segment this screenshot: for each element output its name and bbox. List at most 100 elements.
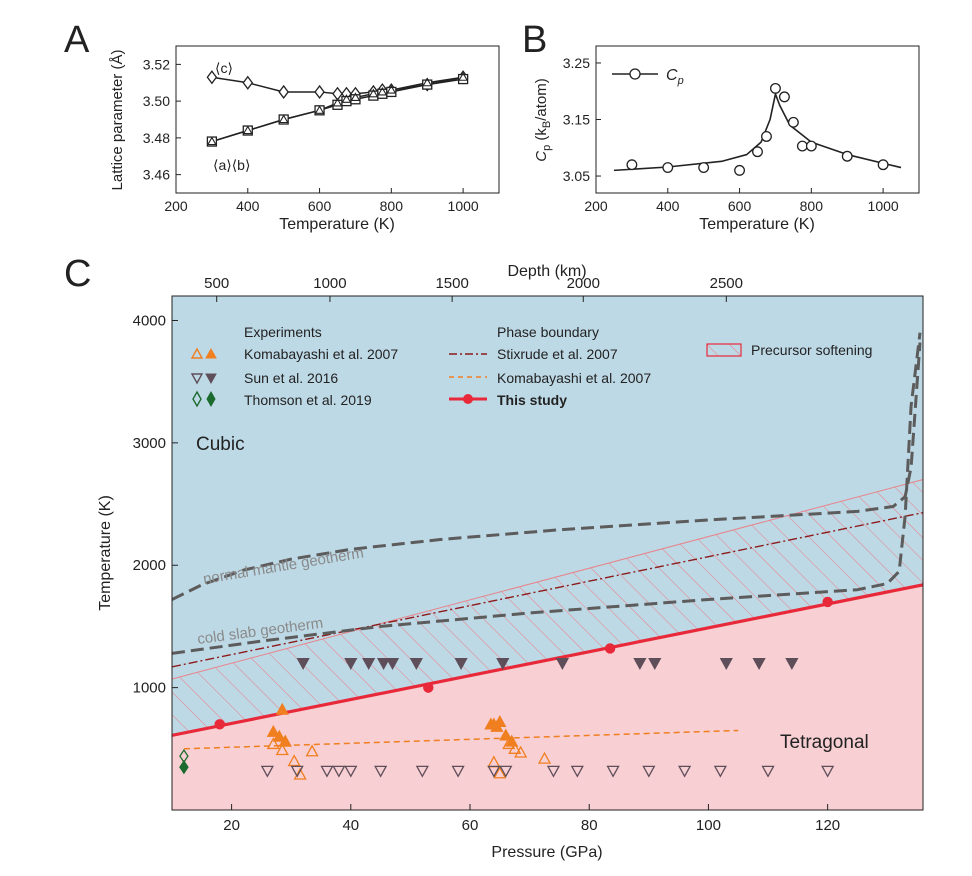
thomson-point bbox=[179, 748, 189, 764]
legend-this-study-marker bbox=[463, 394, 473, 404]
panel-a-ytick-label: 3.50 bbox=[143, 93, 170, 109]
sun-open-point bbox=[642, 765, 656, 778]
komabayashi-open-point bbox=[502, 737, 516, 750]
panel-b-point-cp bbox=[761, 131, 772, 142]
panel-b-legend: Cp bbox=[612, 67, 684, 87]
komabayashi-open-point bbox=[266, 737, 280, 750]
panel-c-xtick-label: 120 bbox=[815, 817, 840, 834]
sun-open-point bbox=[570, 765, 584, 778]
panel-b-point-cp bbox=[778, 91, 790, 103]
panel-a-xtick-label: 400 bbox=[236, 198, 260, 214]
legend-exp-label-1: Sun et al. 2016 bbox=[244, 370, 338, 386]
komabayashi-open-point bbox=[537, 751, 552, 764]
panel-b: B 200 400 600 800 1000 3.05 3.15 3.25 Cp Temper… bbox=[522, 19, 920, 233]
panel-a-ytick-label: 3.46 bbox=[143, 167, 170, 183]
sun-open-point bbox=[344, 765, 358, 778]
panel-a-point-b bbox=[242, 125, 253, 135]
panel-b-ytick-label: 3.05 bbox=[563, 168, 590, 184]
panel-c-ytick-label: 2000 bbox=[133, 557, 166, 574]
komabayashi-filled-point bbox=[275, 702, 289, 715]
komabayashi-open-point bbox=[287, 754, 301, 767]
komabayashi-open-point bbox=[514, 745, 528, 758]
sun-open-point bbox=[487, 765, 501, 778]
panel-a-point-c bbox=[278, 84, 289, 100]
panel-c-top-xlabel: Depth (km) bbox=[507, 263, 586, 280]
panel-c-top-tick-label: 500 bbox=[204, 275, 229, 292]
panel-c-xtick-label: 80 bbox=[581, 817, 598, 834]
legend-exp-komabayashi: Komabayashi et al. 2007 bbox=[190, 346, 398, 362]
panel-b-xtick-label: 400 bbox=[656, 198, 680, 214]
sun-open-point bbox=[677, 765, 692, 778]
panel-a-label-ab: ⟨a⟩⟨b⟩ bbox=[213, 157, 250, 173]
komabayashi-open-point bbox=[278, 734, 292, 747]
panel-a-series bbox=[206, 70, 469, 147]
legend-phase-title: Phase boundary bbox=[497, 324, 599, 340]
panel-a-point-c bbox=[314, 84, 325, 100]
panel-c-xtick-label: 100 bbox=[696, 817, 721, 834]
sun-open-point bbox=[821, 765, 835, 778]
sun-open-point bbox=[374, 765, 388, 778]
legend-exp-label-0: Komabayashi et al. 2007 bbox=[244, 346, 398, 362]
legend-phase-label-0: Stixrude et al. 2007 bbox=[497, 346, 618, 362]
cold-slab-geotherm-line bbox=[172, 332, 922, 655]
panel-b-point-cp bbox=[841, 150, 853, 162]
panel-a-point-c bbox=[206, 70, 218, 85]
panel-a-point-a bbox=[457, 73, 469, 85]
sun-open-point bbox=[546, 765, 561, 778]
sun-open-point bbox=[260, 765, 274, 778]
panel-a: A 200 400 600 800 1000 3.46 3.48 3.50 3.52 ⟨c⟩ ⟨… bbox=[64, 19, 500, 233]
panel-b-point-cp bbox=[662, 162, 674, 174]
this-study-boundary-line bbox=[172, 583, 923, 737]
region-label-cubic: Cubic bbox=[196, 434, 245, 455]
legend-phase-this-study: This study bbox=[449, 392, 567, 408]
sun-filled-point bbox=[719, 657, 733, 670]
sun-open-point bbox=[499, 765, 513, 778]
komabayashi-filled-point bbox=[487, 717, 501, 730]
sun-filled-point bbox=[409, 657, 423, 670]
this-study-point bbox=[214, 719, 225, 730]
legend-phase-label-1: Komabayashi et al. 2007 bbox=[497, 370, 651, 386]
sun-filled-point bbox=[385, 657, 400, 670]
panel-b-point-cp bbox=[877, 159, 889, 171]
panel-a-point-b bbox=[422, 77, 433, 87]
komabayashi-boundary-line bbox=[183, 729, 739, 750]
sun-filled-point bbox=[376, 657, 391, 670]
legend-hatch-swatch bbox=[706, 343, 742, 357]
panel-b-ytick-label: 3.15 bbox=[563, 112, 590, 128]
this-study-point bbox=[822, 596, 833, 608]
panel-b-point-cp bbox=[805, 140, 817, 152]
sun-filled-point bbox=[296, 657, 310, 670]
panel-c-plot-area bbox=[172, 296, 923, 810]
panel-b-xlabel: Temperature (K) bbox=[699, 216, 815, 233]
panel-a-point-b bbox=[314, 105, 325, 114]
panel-b-point-cp bbox=[734, 164, 746, 176]
sun-open-point bbox=[451, 765, 465, 778]
panel-a-xtick-label: 800 bbox=[380, 198, 404, 214]
panel-b-point-cp bbox=[752, 146, 763, 158]
legend-cp-label: Cp bbox=[666, 67, 684, 87]
panel-b-xtick-label: 800 bbox=[800, 198, 824, 214]
panel-c-axes-frame bbox=[171, 295, 924, 811]
panel-b-letter: B bbox=[522, 19, 547, 61]
sun-filled-point bbox=[454, 657, 468, 670]
legend-precursor-softening: Precursor softening bbox=[706, 342, 872, 358]
panel-b-ytick-label: 3.25 bbox=[563, 55, 590, 71]
legend-phase-stixrude: Stixrude et al. 2007 bbox=[449, 346, 618, 362]
panel-a-ylabel: Lattice parameter (Å) bbox=[109, 50, 126, 191]
panel-a-xlabel: Temperature (K) bbox=[279, 216, 395, 233]
normal-mantle-geotherm-line bbox=[172, 342, 922, 601]
panel-c-top-tick-label: 1000 bbox=[313, 275, 346, 292]
legend-open-triangle-up bbox=[190, 347, 204, 359]
sun-filled-point bbox=[555, 657, 570, 670]
panel-a-ticks: 200 400 600 800 1000 3.46 3.48 3.50 3.52 bbox=[143, 56, 479, 214]
panel-b-ticks: 200 400 600 800 1000 3.05 3.15 3.25 bbox=[563, 55, 899, 214]
panel-a-axes-frame bbox=[175, 45, 500, 194]
panel-a-point-b bbox=[350, 92, 361, 101]
sun-open-point bbox=[332, 765, 346, 778]
komabayashi-open-point bbox=[293, 767, 307, 780]
panel-a-xtick-label: 200 bbox=[164, 198, 188, 214]
panel-b-xtick-label: 200 bbox=[584, 198, 608, 214]
panel-a-point-b bbox=[332, 97, 343, 107]
komabayashi-filled-point bbox=[266, 724, 280, 737]
